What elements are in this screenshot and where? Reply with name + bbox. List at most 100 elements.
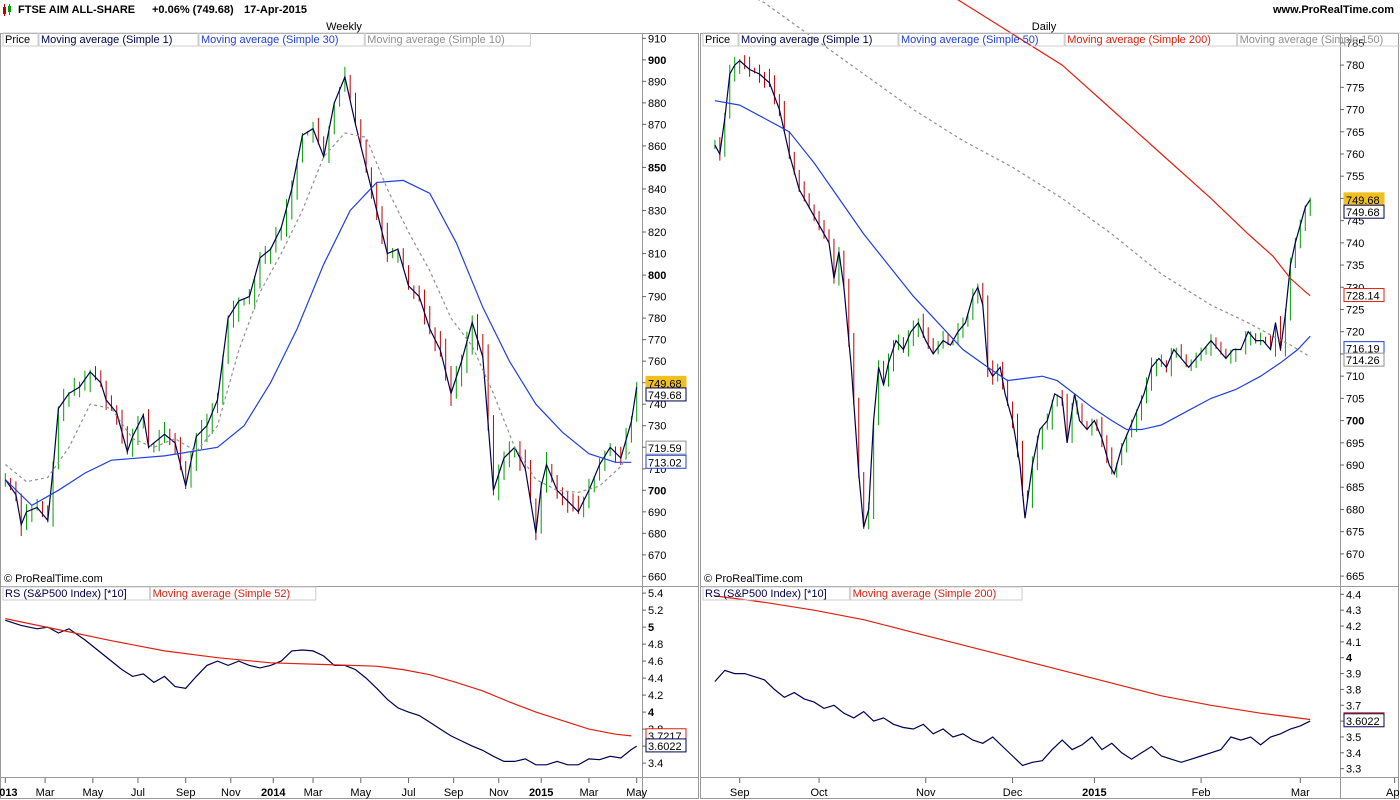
weekly-ytick-label: 850: [648, 162, 666, 174]
daily-series-moving-average-simple-1-: [714, 59, 1311, 528]
weekly-panel-frame: [0, 33, 699, 799]
daily-ytick-label: 735: [1346, 260, 1364, 272]
weekly-legend-item: Moving average (Simple 10): [367, 34, 505, 46]
daily-rs-legend-box: [702, 586, 851, 601]
weekly-rs-ytick-label: 3.4: [648, 758, 663, 770]
weekly-rs-ytick-label: 4.8: [648, 639, 663, 651]
weekly-ytick-label: 680: [648, 528, 666, 540]
weekly-rs-ytick-label: 4: [648, 707, 655, 719]
daily-xtick-label: Apr: [1386, 787, 1400, 799]
weekly-ytick-label: 700: [648, 485, 666, 497]
weekly-ytick-label: 670: [648, 550, 666, 562]
daily-ytick-label: 710: [1346, 371, 1364, 383]
weekly-ytick-label: 870: [648, 119, 666, 131]
daily-rs-price-tag-label: 3.6022: [1346, 716, 1380, 728]
daily-ytick-label: 785: [1346, 38, 1364, 50]
daily-legend-item: Price: [705, 34, 730, 46]
price-change: +0.06% (749.68): [152, 4, 234, 16]
daily-ytick-label: 670: [1346, 549, 1364, 561]
daily-ytick-label: 690: [1346, 460, 1364, 472]
weekly-xtick-label: 2014: [261, 787, 286, 799]
daily-ytick-label: 680: [1346, 504, 1364, 516]
weekly-rs-series-moving-average-simple-52-: [5, 618, 632, 737]
weekly-price-tag-label: 713.02: [648, 457, 682, 469]
daily-legend-item: Moving average (Simple 150): [1240, 34, 1384, 46]
quote-date: 17-Apr-2015: [244, 4, 307, 16]
weekly-rs-legend-item: Moving average (Simple 52): [153, 588, 291, 600]
daily-legend-box: [702, 32, 739, 47]
weekly-rs-series-rs-s-p500-index-10-: [5, 619, 638, 766]
daily-ytick-label: 695: [1346, 438, 1364, 450]
chart-header: FTSE AIM ALL-SHARE +0.06% (749.68) 17-Ap…: [0, 0, 1400, 20]
daily-ytick-label: 700: [1346, 416, 1364, 428]
weekly-xtick-label: Sep: [176, 787, 196, 799]
weekly-ytick-label: 900: [648, 55, 666, 67]
weekly-xtick-label: Mar: [304, 787, 323, 799]
weekly-rs-ytick-label: 4.4: [648, 673, 663, 685]
daily-rs-ytick-label: 4.4: [1346, 589, 1361, 601]
weekly-title: Weekly: [326, 21, 362, 33]
daily-rs-legend-item: RS (S&P500 Index) [*10]: [705, 588, 827, 600]
weekly-ytick-label: 690: [648, 507, 666, 519]
daily-rs-legend-item: Moving average (Simple 200): [853, 588, 997, 600]
weekly-rs-ytick-label: 4.2: [648, 690, 663, 702]
weekly-xtick-label: May: [350, 787, 371, 799]
weekly-xtick-label: May: [626, 787, 647, 799]
weekly-ytick-label: 760: [648, 356, 666, 368]
daily-series-moving-average-simple-50-: [714, 100, 1311, 431]
daily-legend-box: [1237, 32, 1400, 47]
weekly-rs-ytick-label: 4.6: [648, 656, 663, 668]
weekly-legend-item: Moving average (Simple 30): [201, 34, 339, 46]
panel-2: 6656706756806856906957007057107157207257…: [702, 0, 1400, 585]
daily-rs-ytick-label: 3.4: [1346, 748, 1361, 760]
weekly-ytick-label: 820: [648, 227, 666, 239]
daily-price-tag: [1343, 204, 1385, 219]
weekly-legend-box: [364, 32, 531, 47]
daily-legend-box: [738, 32, 899, 47]
daily-ytick-label: 705: [1346, 393, 1364, 405]
weekly-xtick-label: Nov: [221, 787, 241, 799]
daily-ytick-label: 775: [1346, 82, 1364, 94]
panel-0: 6606706806907007107207307407507607707807…: [2, 32, 687, 585]
weekly-xtick-label: Mar: [579, 787, 598, 799]
weekly-legend-box: [2, 32, 39, 47]
daily-rs-ytick-label: 3.7: [1346, 700, 1361, 712]
weekly-rs-legend-item: RS (S&P500 Index) [*10]: [5, 588, 127, 600]
candlestick-icon: [3, 4, 11, 16]
weekly-xtick-label: Sep: [444, 787, 464, 799]
weekly-ytick-label: 880: [648, 98, 666, 110]
panel-3: 3.33.43.53.63.73.83.944.14.24.34.4RS (S&…: [702, 586, 1385, 776]
weekly-xtick-label: Jul: [402, 787, 416, 799]
weekly-ytick-label: 780: [648, 313, 666, 325]
weekly-ytick-label: 790: [648, 292, 666, 304]
daily-ytick-label: 685: [1346, 482, 1364, 494]
daily-rs-ytick-label: 4.3: [1346, 605, 1361, 617]
weekly-legend-box: [38, 32, 199, 47]
daily-watermark: © ProRealTime.com: [704, 573, 803, 585]
weekly-price-tag-label: 749.68: [648, 378, 682, 390]
daily-rs-ytick-label: 3.9: [1346, 669, 1361, 681]
daily-legend-box: [898, 32, 1065, 47]
weekly-price-tag-label: 749.68: [648, 390, 682, 402]
weekly-rs-legend-box: [150, 586, 317, 601]
daily-legend-box: [1064, 32, 1238, 47]
weekly-series-moving-average-simple-10-: [4, 132, 632, 494]
daily-price-tag-label: 714.26: [1346, 355, 1380, 367]
weekly-ytick-label: 860: [648, 141, 666, 153]
daily-rs-legend-box: [850, 586, 1023, 601]
weekly-price-tag: [645, 454, 687, 469]
daily-rs-ytick-label: 3.3: [1346, 764, 1361, 776]
weekly-ytick-label: 800: [648, 270, 666, 282]
daily-ytick-label: 760: [1346, 149, 1364, 161]
weekly-ytick-label: 840: [648, 184, 666, 196]
site-link[interactable]: www.ProRealTime.com: [1273, 4, 1395, 16]
daily-ytick-label: 720: [1346, 327, 1364, 339]
daily-rs-ytick-label: 3.5: [1346, 732, 1361, 744]
daily-legend-item: Moving average (Simple 200): [1067, 34, 1211, 46]
daily-rs-ytick-label: 4.2: [1346, 621, 1361, 633]
daily-panel-frame: [700, 33, 1399, 799]
daily-xtick-label: Oct: [811, 787, 828, 799]
weekly-watermark: © ProRealTime.com: [4, 573, 103, 585]
